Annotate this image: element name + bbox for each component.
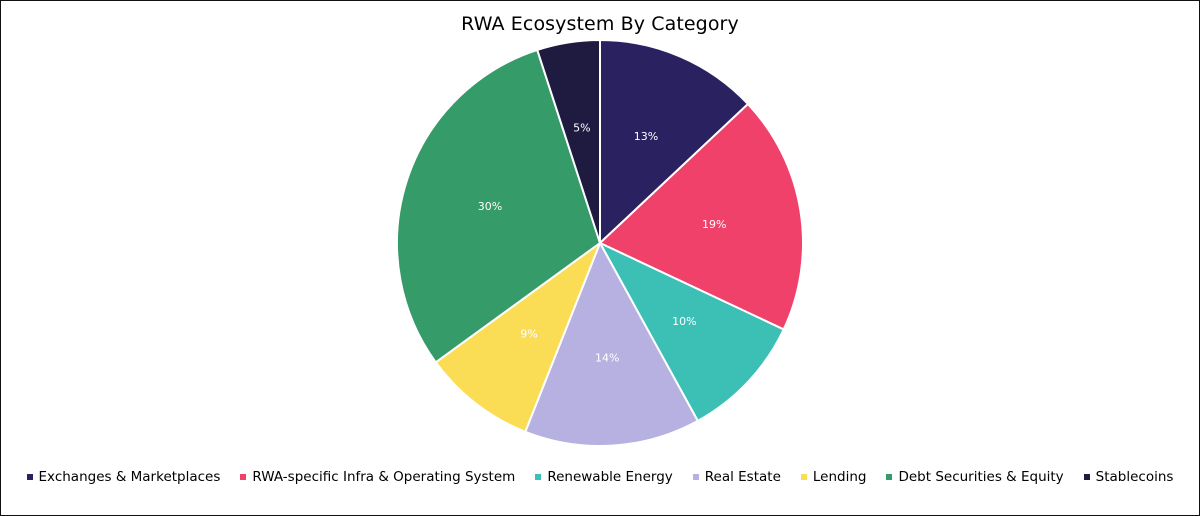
pie-slices [396,39,804,447]
legend-item: Renewable Energy [535,469,673,485]
slice-label-5: 30% [478,200,502,213]
legend: Exchanges & Marketplaces RWA-specific Inf… [1,469,1199,485]
legend-label: Exchanges & Marketplaces [38,469,221,485]
slice-label-4: 9% [520,327,537,340]
chart-title: RWA Ecosystem By Category [461,13,739,35]
legend-label: Stablecoins [1095,469,1174,485]
legend-label: Real Estate [704,469,781,485]
pie-slice-4 [434,242,601,433]
legend-item: RWA-specific Infra & Operating System [240,469,515,485]
legend-swatch [886,474,893,480]
legend-label: Lending [812,469,867,485]
pie-slice-5 [396,48,601,364]
pie-slice-2 [599,242,785,422]
legend-swatch [800,474,807,480]
legend-swatch [26,474,33,480]
legend-label: Debt Securities & Equity [898,469,1064,485]
slice-label-2: 10% [672,315,696,328]
legend-item: Stablecoins [1083,469,1174,485]
pie-slice-3 [524,242,699,447]
legend-item: Lending [800,469,867,485]
legend-swatch [240,474,247,480]
pie-slice-0 [599,39,749,244]
pie-slice-labels: 13% 19% 10% 14% 9% 30% 5% [478,122,727,365]
legend-label: RWA-specific Infra & Operating System [252,469,516,485]
pie-slice-1 [599,103,804,331]
legend-item: Exchanges & Marketplaces [26,469,221,485]
legend-swatch [692,474,699,480]
legend-swatch [535,474,542,480]
legend-swatch [1083,474,1090,480]
slice-label-3: 14% [595,351,619,364]
pie-slice-6 [536,39,601,244]
slice-label-1: 19% [702,218,726,231]
slice-label-0: 13% [634,130,658,143]
legend-item: Debt Securities & Equity [886,469,1064,485]
legend-label: Renewable Energy [547,469,673,485]
slice-label-6: 5% [573,122,590,135]
legend-item: Real Estate [692,469,781,485]
